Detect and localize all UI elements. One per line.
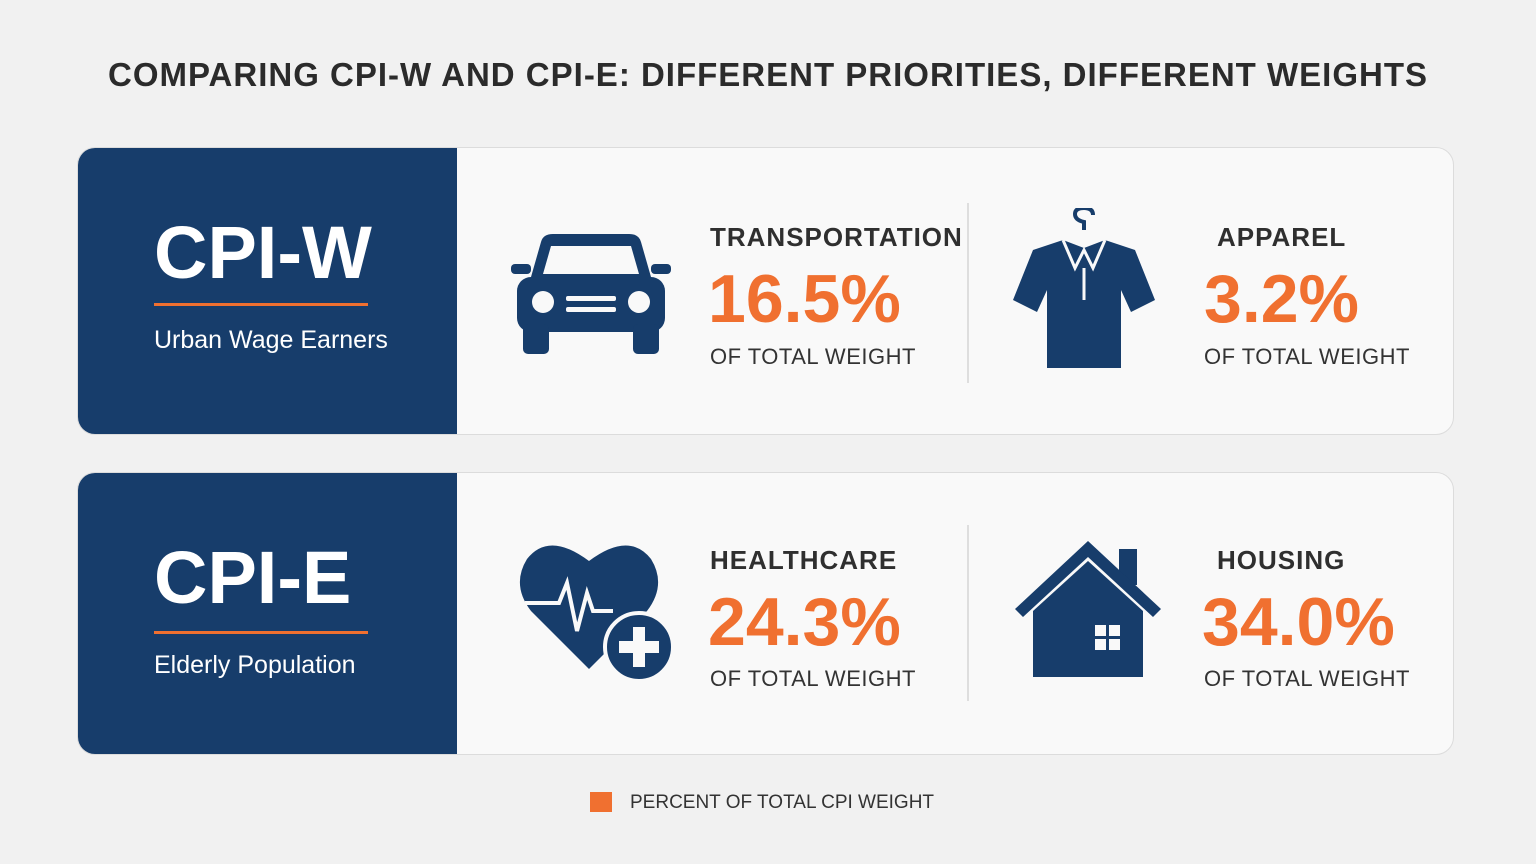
legend-label: PERCENT OF TOTAL CPI WEIGHT	[630, 792, 935, 813]
item-caption: OF TOTAL WEIGHT	[710, 666, 916, 691]
panel: CPI-W Urban Wage Earners TRANSPORTATION …	[77, 147, 1454, 435]
house-icon	[1015, 541, 1161, 677]
item-label: TRANSPORTATION	[710, 222, 963, 252]
accent-rule	[154, 303, 368, 306]
panel-header	[78, 148, 457, 434]
item-label: HOUSING	[1217, 545, 1346, 575]
item-value: 24.3%	[708, 584, 901, 660]
page-title: COMPARING CPI-W AND CPI-E: DIFFERENT PRI…	[108, 56, 1428, 93]
item-value: 34.0%	[1202, 584, 1395, 660]
legend-swatch	[590, 792, 612, 812]
item-caption: OF TOTAL WEIGHT	[1204, 666, 1410, 691]
panel-subtitle: Urban Wage Earners	[154, 326, 388, 354]
divider	[967, 203, 969, 383]
panel-subtitle: Elderly Population	[154, 651, 356, 679]
item-value: 3.2%	[1204, 261, 1359, 337]
divider	[967, 525, 969, 701]
item-value: 16.5%	[708, 261, 901, 337]
panel-name: CPI-E	[154, 536, 352, 619]
panel-name: CPI-W	[154, 211, 372, 294]
item-caption: OF TOTAL WEIGHT	[1204, 344, 1410, 369]
car-icon	[511, 234, 671, 354]
item-label: HEALTHCARE	[710, 545, 898, 575]
panel-header	[78, 473, 457, 754]
item-label: APPAREL	[1217, 222, 1347, 252]
item-caption: OF TOTAL WEIGHT	[710, 344, 916, 369]
shirt-icon	[1013, 208, 1155, 368]
health-icon	[519, 545, 674, 679]
accent-rule	[154, 631, 368, 634]
panel: CPI-E Elderly Population HEALTHCARE 24.3…	[77, 472, 1454, 755]
